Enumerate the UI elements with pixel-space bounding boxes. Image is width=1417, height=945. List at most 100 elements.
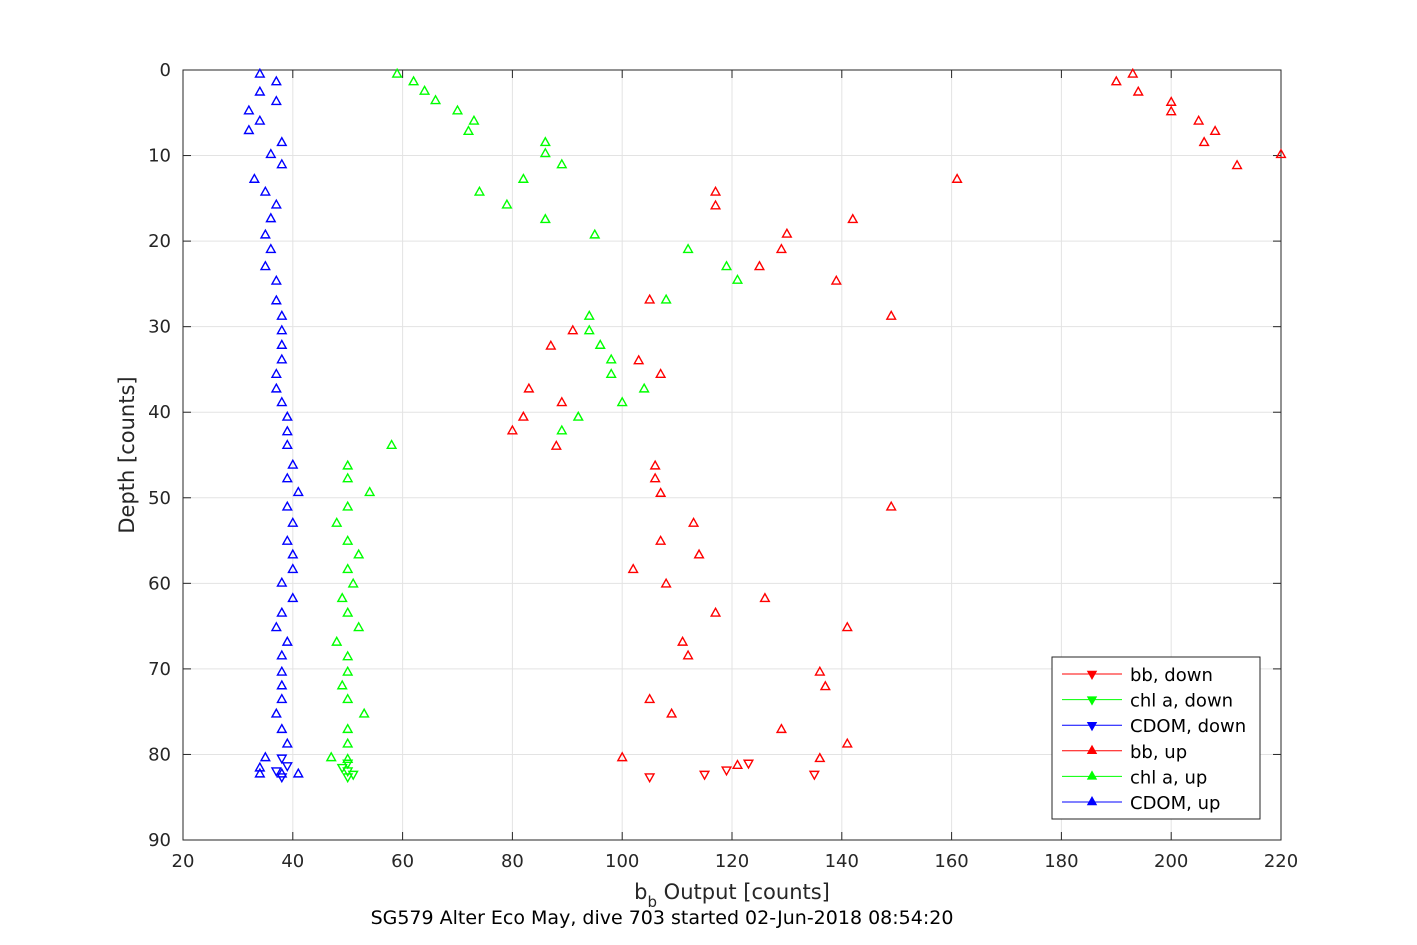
series-cdom-up (243, 67, 304, 778)
legend-entry-label: CDOM, down (1130, 716, 1246, 737)
data-point (276, 158, 288, 169)
data-point (259, 751, 271, 762)
data-point (342, 563, 354, 574)
data-point (342, 693, 354, 704)
legend-marker (1086, 744, 1098, 755)
data-point (753, 260, 765, 271)
data-point (709, 606, 722, 617)
data-point (638, 382, 650, 393)
data-point (276, 339, 288, 349)
x-axis-label: bb Output [counts] (634, 880, 830, 911)
data-point (709, 185, 722, 196)
y-tick-label: 80 (148, 744, 171, 765)
data-point (287, 548, 299, 559)
data-point (342, 759, 354, 770)
y-tick-label: 30 (148, 317, 171, 338)
data-point (336, 592, 348, 603)
data-point (1275, 148, 1287, 159)
data-point (276, 649, 288, 660)
data-point (276, 309, 288, 320)
data-point (347, 577, 359, 588)
data-point (539, 147, 551, 158)
data-point (462, 125, 475, 136)
data-point (276, 767, 288, 778)
data-point (336, 763, 348, 774)
data-point (342, 459, 354, 470)
data-point (281, 500, 293, 511)
data-point (276, 723, 288, 734)
x-tick-label: 80 (501, 851, 524, 872)
data-point (693, 548, 705, 559)
data-point (243, 124, 255, 135)
data-point (276, 136, 288, 147)
legend-box (1051, 656, 1261, 820)
axes (182, 69, 1282, 841)
data-point (682, 243, 694, 254)
data-point (281, 635, 293, 646)
data-point (550, 440, 562, 450)
data-point (742, 759, 755, 770)
data-point (605, 368, 617, 379)
data-point (342, 650, 354, 661)
y-tick-label: 10 (148, 146, 171, 167)
data-point (270, 75, 282, 86)
series-chl-a-down (336, 759, 359, 784)
data-point (287, 517, 299, 527)
data-point (325, 751, 337, 762)
data-point (644, 693, 656, 704)
data-point (1209, 125, 1221, 136)
data-point (1127, 67, 1139, 78)
y-axis-label: Depth [counts] (115, 376, 139, 533)
data-point (270, 198, 282, 209)
data-point (556, 396, 568, 407)
data-point (281, 737, 293, 748)
data-point (281, 762, 293, 772)
data-point (731, 759, 744, 770)
data-point (429, 94, 442, 105)
data-point (276, 773, 288, 784)
data-point (265, 243, 277, 254)
legend-marker (1086, 670, 1098, 681)
data-point (583, 309, 595, 320)
data-point (276, 693, 288, 704)
data-point (506, 424, 518, 435)
data-point (814, 752, 826, 763)
data-point (276, 754, 288, 765)
data-point (331, 635, 343, 646)
data-point (814, 665, 826, 676)
data-point (276, 576, 288, 587)
x-tick-label: 20 (172, 851, 195, 872)
data-point (276, 353, 288, 364)
data-point (408, 75, 420, 86)
data-point (830, 274, 842, 285)
y-tick-label: 0 (160, 60, 171, 81)
y-tick-label: 70 (148, 659, 171, 680)
data-point (287, 563, 299, 574)
data-point (677, 635, 689, 646)
data-point (885, 309, 897, 320)
x-tick-label: 100 (605, 851, 639, 872)
figure-footer: SG579 Alter Eco May, dive 703 started 02… (371, 907, 954, 929)
data-point (759, 592, 771, 603)
data-point (336, 679, 348, 690)
x-tick-label: 60 (391, 851, 414, 872)
legend-marker (1086, 770, 1098, 780)
data-point (276, 606, 288, 617)
data-point (731, 274, 744, 284)
data-point (633, 354, 645, 365)
data-markers (243, 67, 1287, 784)
x-tick-label: 140 (825, 851, 859, 872)
data-point (281, 425, 293, 436)
data-point (254, 67, 266, 78)
x-axis-label-subscript: b (647, 893, 657, 911)
data-point (655, 534, 667, 545)
legend: bb, down chl a, down CDOM, down bb, up chl a… (1051, 656, 1261, 820)
x-tick-label: 200 (1154, 851, 1188, 872)
legend-entry-label: chl a, up (1130, 767, 1207, 788)
data-point (644, 773, 656, 784)
data-point (819, 680, 831, 691)
y-tick-label: 90 (148, 830, 171, 851)
data-point (270, 621, 282, 632)
data-point (720, 260, 733, 271)
